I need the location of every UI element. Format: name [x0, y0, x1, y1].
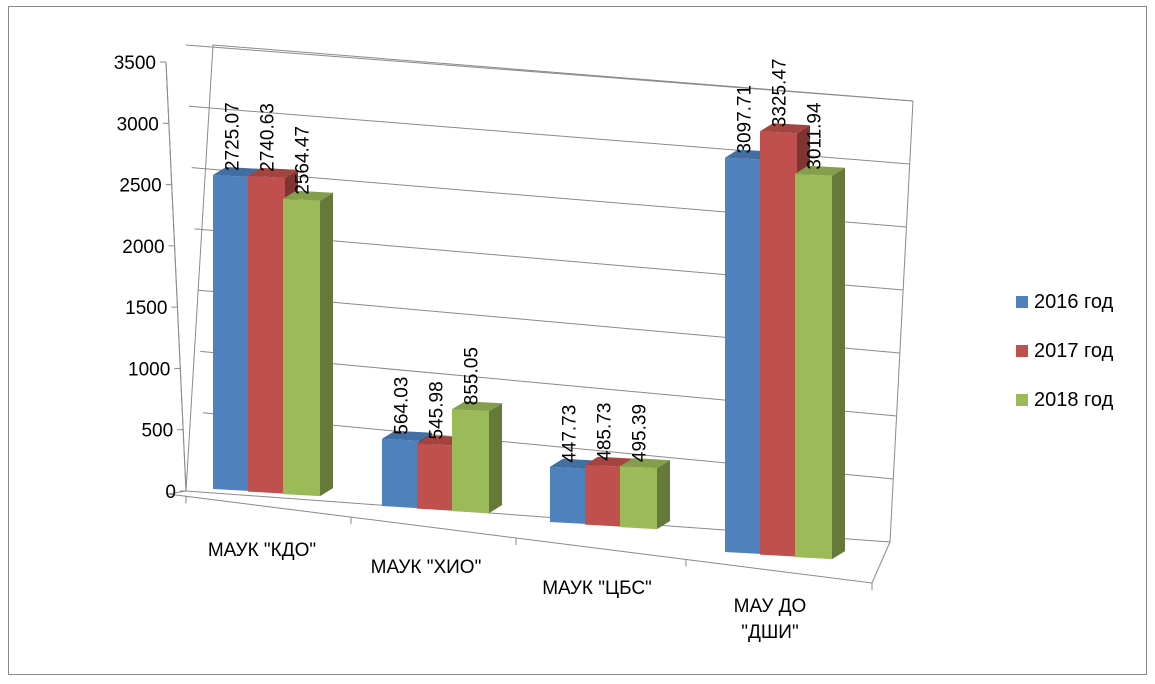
gridline	[185, 44, 914, 102]
bar-front	[585, 464, 622, 527]
chart-border	[8, 6, 1147, 675]
legend-label: 2018 год	[1034, 389, 1114, 411]
y-tick-label: 0	[165, 482, 176, 503]
legend-label: 2017 год	[1034, 340, 1114, 362]
bar-front	[760, 131, 797, 557]
legend-item: 2016 год	[1016, 291, 1114, 313]
bar-top	[283, 190, 333, 201]
x-category-label: МАУК "ХИО"	[371, 557, 482, 578]
bar	[283, 190, 333, 497]
bar-top	[620, 458, 670, 469]
bar-front	[283, 198, 320, 497]
x-category-label: "ДШИ"	[741, 622, 798, 643]
bar-top	[248, 167, 298, 178]
legend-label: 2016 год	[1034, 291, 1114, 313]
bar	[452, 401, 502, 514]
y-tick-label: 3000	[117, 114, 159, 135]
bar-front	[213, 175, 250, 492]
data-label: 485.73	[595, 403, 616, 461]
data-label: 2740.63	[258, 103, 279, 172]
y-tick-label: 500	[141, 421, 173, 442]
bar-side	[320, 192, 333, 497]
x-category-label: МАУ ДО	[734, 596, 807, 617]
bar-top	[795, 165, 845, 176]
legend-item: 2018 год	[1016, 389, 1114, 411]
bar-front	[550, 466, 587, 524]
bar-top	[452, 401, 502, 412]
bar-side	[832, 167, 845, 560]
legend-item: 2017 год	[1016, 340, 1114, 362]
bar-side	[489, 403, 502, 514]
data-label: 447.73	[560, 405, 581, 463]
data-label: 855.05	[462, 347, 483, 405]
data-label: 3011.94	[805, 102, 826, 170]
bar-top	[382, 430, 432, 441]
data-label: 495.39	[630, 404, 651, 462]
legend-swatch	[1016, 394, 1028, 406]
right-wall-edge	[889, 100, 914, 543]
bar-side	[657, 460, 670, 530]
bar	[795, 165, 845, 560]
y-tick-label: 1500	[125, 298, 167, 319]
legend-swatch	[1016, 296, 1028, 308]
data-label: 2725.07	[223, 102, 244, 171]
x-category-label: МАУК "ЦБС"	[542, 578, 652, 599]
bar-front	[248, 175, 285, 494]
bar-front	[417, 443, 454, 511]
y-tick-label: 2000	[122, 237, 164, 258]
data-label: 564.03	[392, 377, 413, 435]
bar-front	[452, 409, 489, 514]
bar-front	[795, 173, 832, 560]
legend-swatch	[1016, 345, 1028, 357]
x-category-label: МАУК "КДО"	[208, 540, 316, 561]
y-axis-line	[165, 61, 187, 492]
bar-front	[725, 157, 762, 554]
bar	[620, 458, 670, 530]
y-tick-label: 3500	[114, 53, 156, 74]
y-tick-label: 2500	[119, 176, 161, 197]
y-tick-label: 1000	[128, 359, 170, 380]
bar-front	[620, 466, 657, 530]
data-label: 2564.47	[293, 126, 314, 195]
data-label: 3097.71	[735, 85, 756, 154]
bar-top	[760, 123, 810, 134]
bar-front	[382, 438, 419, 508]
data-label: 545.98	[427, 381, 448, 439]
back-wall-edge	[185, 44, 914, 492]
bar-top	[585, 456, 635, 467]
data-label: 3325.47	[770, 59, 791, 128]
